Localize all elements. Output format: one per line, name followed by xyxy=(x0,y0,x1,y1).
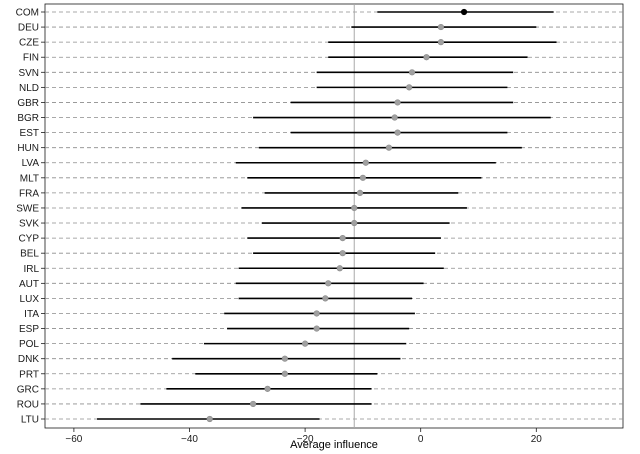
point-esp xyxy=(313,325,320,332)
point-svn xyxy=(408,69,416,76)
point-est xyxy=(394,129,401,136)
point-nld xyxy=(406,84,413,91)
y-label-fin: FIN xyxy=(23,53,39,64)
y-label-com: COM xyxy=(16,8,39,19)
x-tick-label--60: −60 xyxy=(65,434,82,445)
y-label-irl: IRL xyxy=(23,264,39,275)
y-label-mlt: MLT xyxy=(20,173,39,184)
x-tick-label--40: −40 xyxy=(181,434,198,445)
y-label-esp: ESP xyxy=(19,324,39,335)
y-label-deu: DEU xyxy=(18,23,39,34)
point-mlt xyxy=(359,174,367,181)
point-ltu xyxy=(206,415,213,423)
y-label-lva: LVA xyxy=(22,158,40,169)
point-fin xyxy=(423,54,430,61)
x-tick-label--20: −20 xyxy=(297,434,314,445)
y-label-bgr: BGR xyxy=(17,113,39,124)
y-label-svn: SVN xyxy=(18,68,39,79)
point-irl xyxy=(336,265,343,272)
points-layer xyxy=(206,8,468,423)
x-tick-label-20: 20 xyxy=(531,434,543,445)
y-label-pol: POL xyxy=(19,339,39,350)
point-swe xyxy=(351,204,358,212)
point-lva xyxy=(362,159,369,166)
y-label-nld: NLD xyxy=(19,83,39,94)
point-fra xyxy=(356,189,364,196)
x-tick-label-0: 0 xyxy=(418,434,424,445)
point-ita xyxy=(313,310,320,317)
point-grc xyxy=(264,385,271,392)
y-label-aut: AUT xyxy=(19,279,39,290)
y-label-hun: HUN xyxy=(17,143,39,154)
point-bgr xyxy=(391,114,398,121)
y-label-est: EST xyxy=(20,128,39,139)
plot-panel xyxy=(44,3,624,429)
point-dnk xyxy=(281,355,288,362)
y-label-swe: SWE xyxy=(16,203,39,214)
point-lux xyxy=(322,295,329,302)
y-label-gbr: GBR xyxy=(17,98,39,109)
point-cze xyxy=(437,39,445,46)
point-com xyxy=(460,8,468,16)
point-prt xyxy=(281,370,288,377)
y-label-dnk: DNK xyxy=(18,354,39,365)
point-aut xyxy=(325,280,332,287)
y-label-cyp: CYP xyxy=(18,234,39,245)
point-hun xyxy=(385,144,393,151)
point-bel xyxy=(339,250,346,257)
point-cyp xyxy=(339,235,346,242)
point-rou xyxy=(249,400,257,408)
y-label-svk: SVK xyxy=(19,219,39,230)
point-gbr xyxy=(394,99,401,106)
y-label-lux: LUX xyxy=(20,294,40,305)
y-label-bel: BEL xyxy=(20,249,39,260)
x-axis: −60 −40 −20 0 20 xyxy=(65,428,542,445)
point-deu xyxy=(437,23,445,31)
y-label-cze: CZE xyxy=(19,38,39,49)
y-label-grc: GRC xyxy=(17,384,39,395)
point-svk xyxy=(351,219,358,227)
point-pol xyxy=(302,340,309,347)
y-label-fra: FRA xyxy=(19,188,39,199)
x-axis-title: Average influence xyxy=(290,439,378,451)
y-label-prt: PRT xyxy=(19,369,39,380)
y-axis-labels: COM DEU CZE FIN SVN NLD GBR BGR EST HUN LVA MLT FRA S… xyxy=(16,8,45,426)
y-label-ltu: LTU xyxy=(21,415,39,426)
y-label-ita: ITA xyxy=(24,309,39,320)
y-label-rou: ROU xyxy=(17,399,39,410)
